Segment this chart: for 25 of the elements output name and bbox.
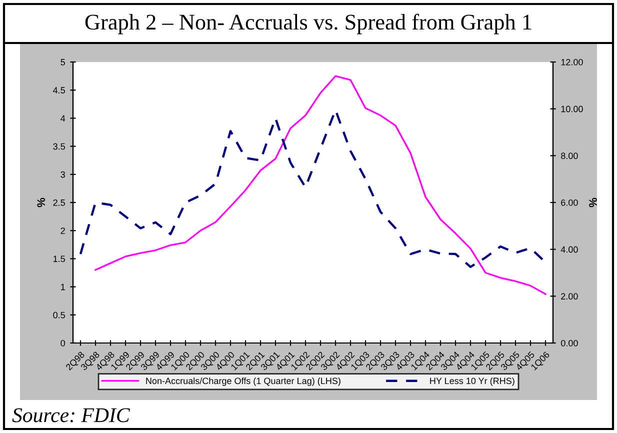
y-tick-label: 1 [61, 284, 65, 290]
y-tick-label: 0.5 [53, 312, 65, 318]
y-tick-label: 2 [60, 228, 65, 234]
y-tick-label: 4 [60, 115, 66, 122]
y-tick-label: 2.5 [53, 199, 65, 206]
line-series [94, 75, 546, 295]
y2-tick-label: 8.00 [561, 152, 578, 160]
chart-title: Graph 2 – Non- Accruals vs. Spread from Graph 1 [85, 14, 532, 34]
y2-tick-label: 6.00 [561, 199, 578, 206]
y2-tick-label: 0.00 [560, 340, 578, 346]
y-tick-label: 5 [60, 59, 65, 66]
y-tick-label: 0 [60, 340, 66, 346]
y2-tick-label: 10.00 [561, 106, 583, 112]
y-tick-label: 3 [60, 171, 65, 178]
y2-tick-label: 4.00 [560, 246, 578, 253]
legend-label: Non-Accruals/Charge Offs (1 Quarter Lag) (LHS) [146, 377, 340, 386]
y2-tick-label: 2.00 [561, 293, 578, 300]
y-tick-label: 3.5 [53, 143, 65, 150]
source-note: Source: FDIC [12, 408, 130, 422]
y2-tick-label: 12.00 [561, 58, 583, 66]
legend-label: HY Less 10 Yr (RHS) [430, 377, 514, 386]
y-tick-label: 1.5 [54, 256, 65, 262]
y2-axis-title: % [589, 198, 597, 208]
y-tick-label: 4.5 [53, 87, 65, 94]
y-axis-title: % [37, 198, 46, 208]
